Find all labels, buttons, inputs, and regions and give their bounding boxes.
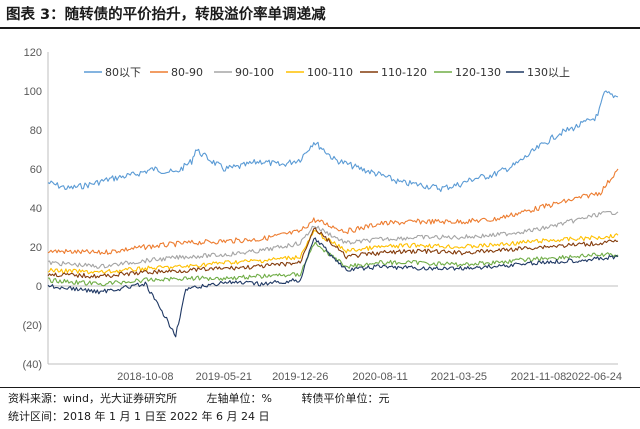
series-line-1 xyxy=(47,90,619,193)
y-tick-label: 120 xyxy=(24,47,42,59)
footer-line-1: 资料来源：wind，光大证券研究所 左轴单位：% 转债平价单位：元 xyxy=(8,390,389,406)
x-tick-label: 2019-05-21 xyxy=(196,371,252,383)
x-tick-label: 2018-10-08 xyxy=(117,371,173,383)
y-tick-label: 60 xyxy=(30,164,42,176)
y-tick-label: 0 xyxy=(36,281,42,293)
legend-label: 90-100 xyxy=(235,66,274,79)
right-unit-note: 转债平价单位：元 xyxy=(301,392,390,405)
x-tick-label: 2021-11-08 xyxy=(511,371,566,383)
line-chart: (40) (20) 0 20 40 60 80 100 120 2018-10-08 2019-05… xyxy=(22,47,622,383)
left-axis-unit-note: 左轴单位：% xyxy=(206,392,272,405)
x-tick-label: 2022-06-24 xyxy=(566,371,622,383)
series-line-7 xyxy=(47,237,619,338)
footer-line-2: 统计区间：2018 年 1 月 1 日至 2022 年 6 月 24 日 xyxy=(8,408,269,424)
x-tick-label: 2020-08-11 xyxy=(352,371,407,383)
legend-label: 100-110 xyxy=(307,66,353,79)
x-tick-label: 2019-12-26 xyxy=(272,371,328,383)
series-line-6 xyxy=(47,241,619,287)
legend-label: 130以上 xyxy=(527,66,570,79)
y-tick-label: 100 xyxy=(24,86,42,98)
series-line-3 xyxy=(47,210,619,269)
period-note: 统计区间：2018 年 1 月 1 日至 2022 年 6 月 24 日 xyxy=(8,410,270,423)
y-tick-label: (40) xyxy=(22,359,42,371)
legend-label: 110-120 xyxy=(381,66,427,79)
footer-divider xyxy=(0,387,640,388)
y-tick-label: 20 xyxy=(30,242,42,254)
x-tick-label: 2021-03-25 xyxy=(431,371,487,383)
y-tick-label: 40 xyxy=(30,203,42,215)
y-tick-label: (20) xyxy=(22,320,42,332)
legend-label: 80-90 xyxy=(171,66,203,79)
title-divider xyxy=(0,27,640,29)
series-line-4 xyxy=(47,230,619,275)
series-line-2 xyxy=(47,168,619,255)
chart-title: 图表 3：随转债的平价抬升，转股溢价率单调递减 xyxy=(6,7,326,23)
source-note: 资料来源：wind，光大证券研究所 xyxy=(8,392,178,405)
legend-label: 80以下 xyxy=(105,66,141,79)
y-tick-label: 80 xyxy=(30,125,42,137)
legend-label: 120-130 xyxy=(455,66,501,79)
series-line-5 xyxy=(47,227,619,279)
